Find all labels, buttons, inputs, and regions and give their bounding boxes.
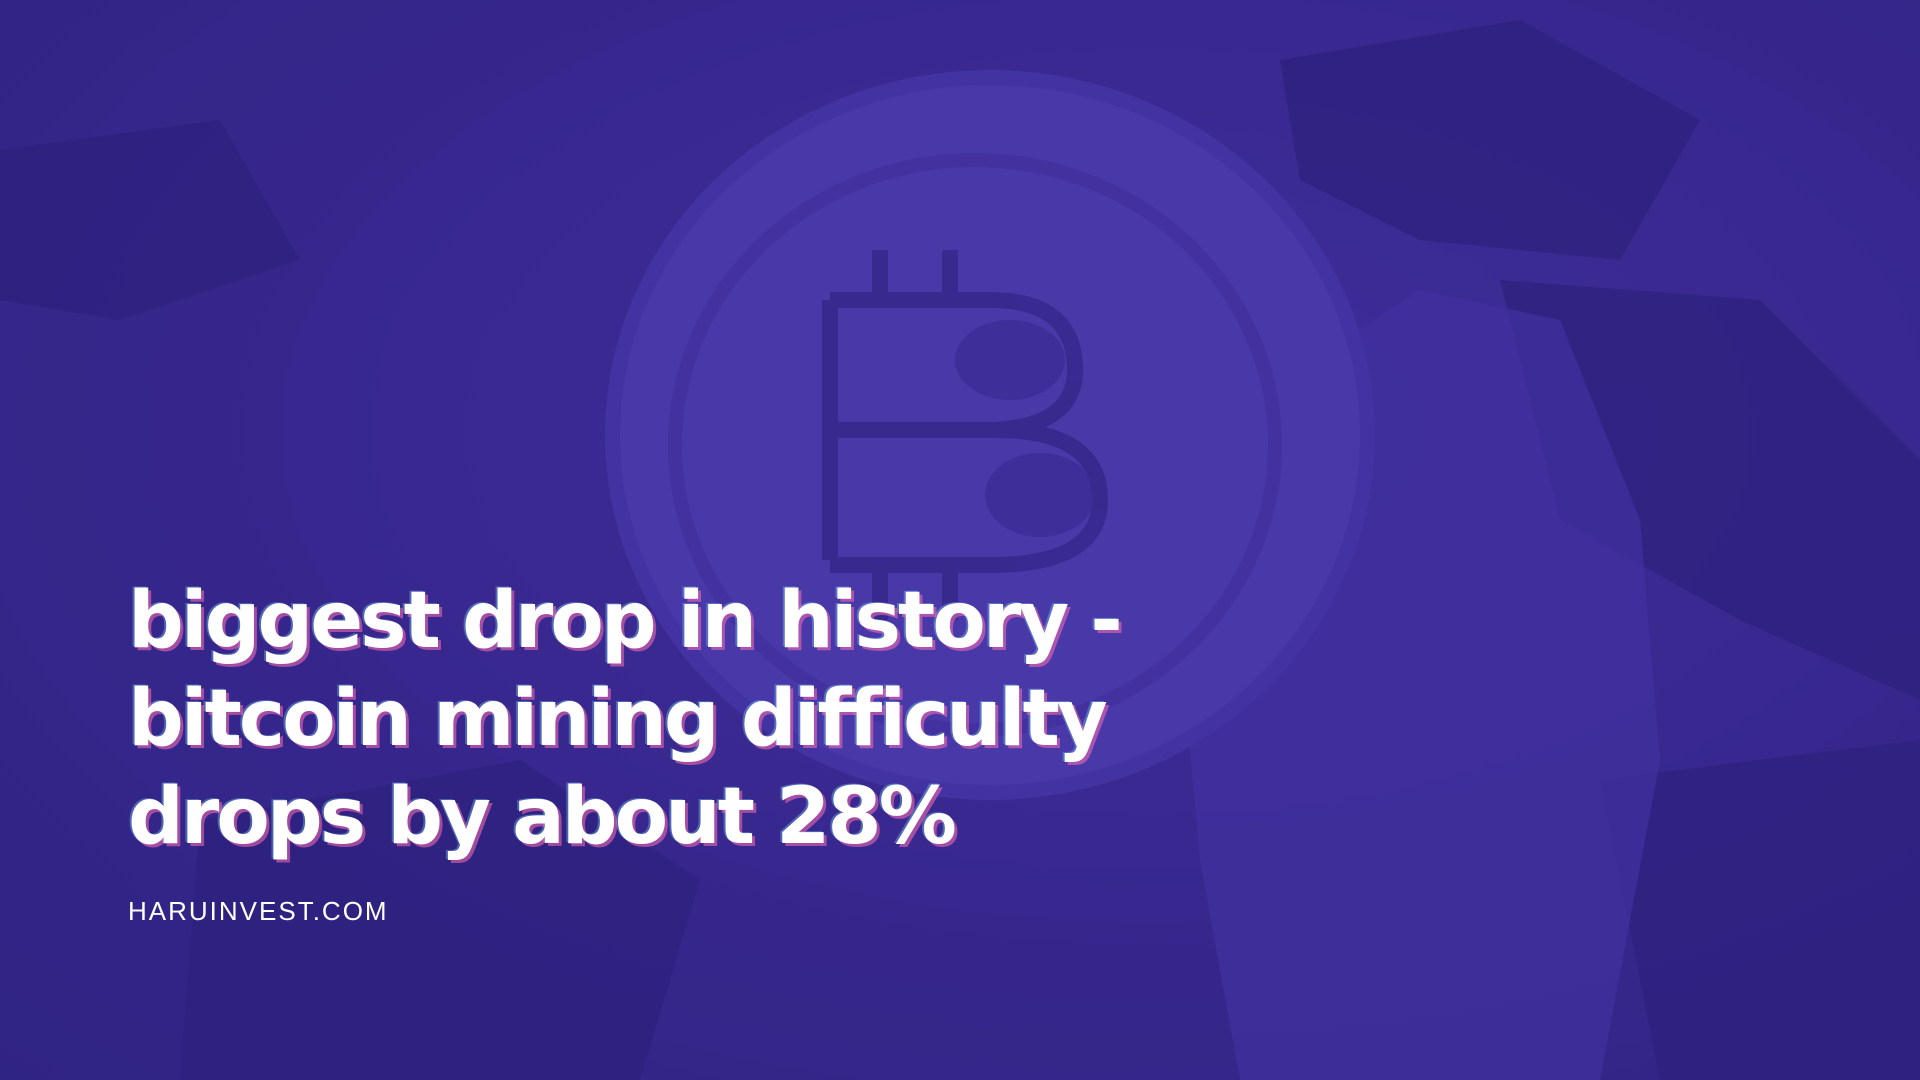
headline: biggest drop in history - bitcoin mining… <box>128 572 1228 866</box>
bitcoin-symbol-icon <box>822 250 1108 620</box>
coin <box>605 70 1375 800</box>
site-url: HARUINVEST.COM <box>128 896 389 926</box>
headline-line-3: drops by about 28% <box>128 772 957 862</box>
headline-line-1: biggest drop in history - <box>128 576 1123 666</box>
headline-line-2: bitcoin mining difficulty <box>128 674 1108 764</box>
rubble-background <box>0 20 1920 1080</box>
